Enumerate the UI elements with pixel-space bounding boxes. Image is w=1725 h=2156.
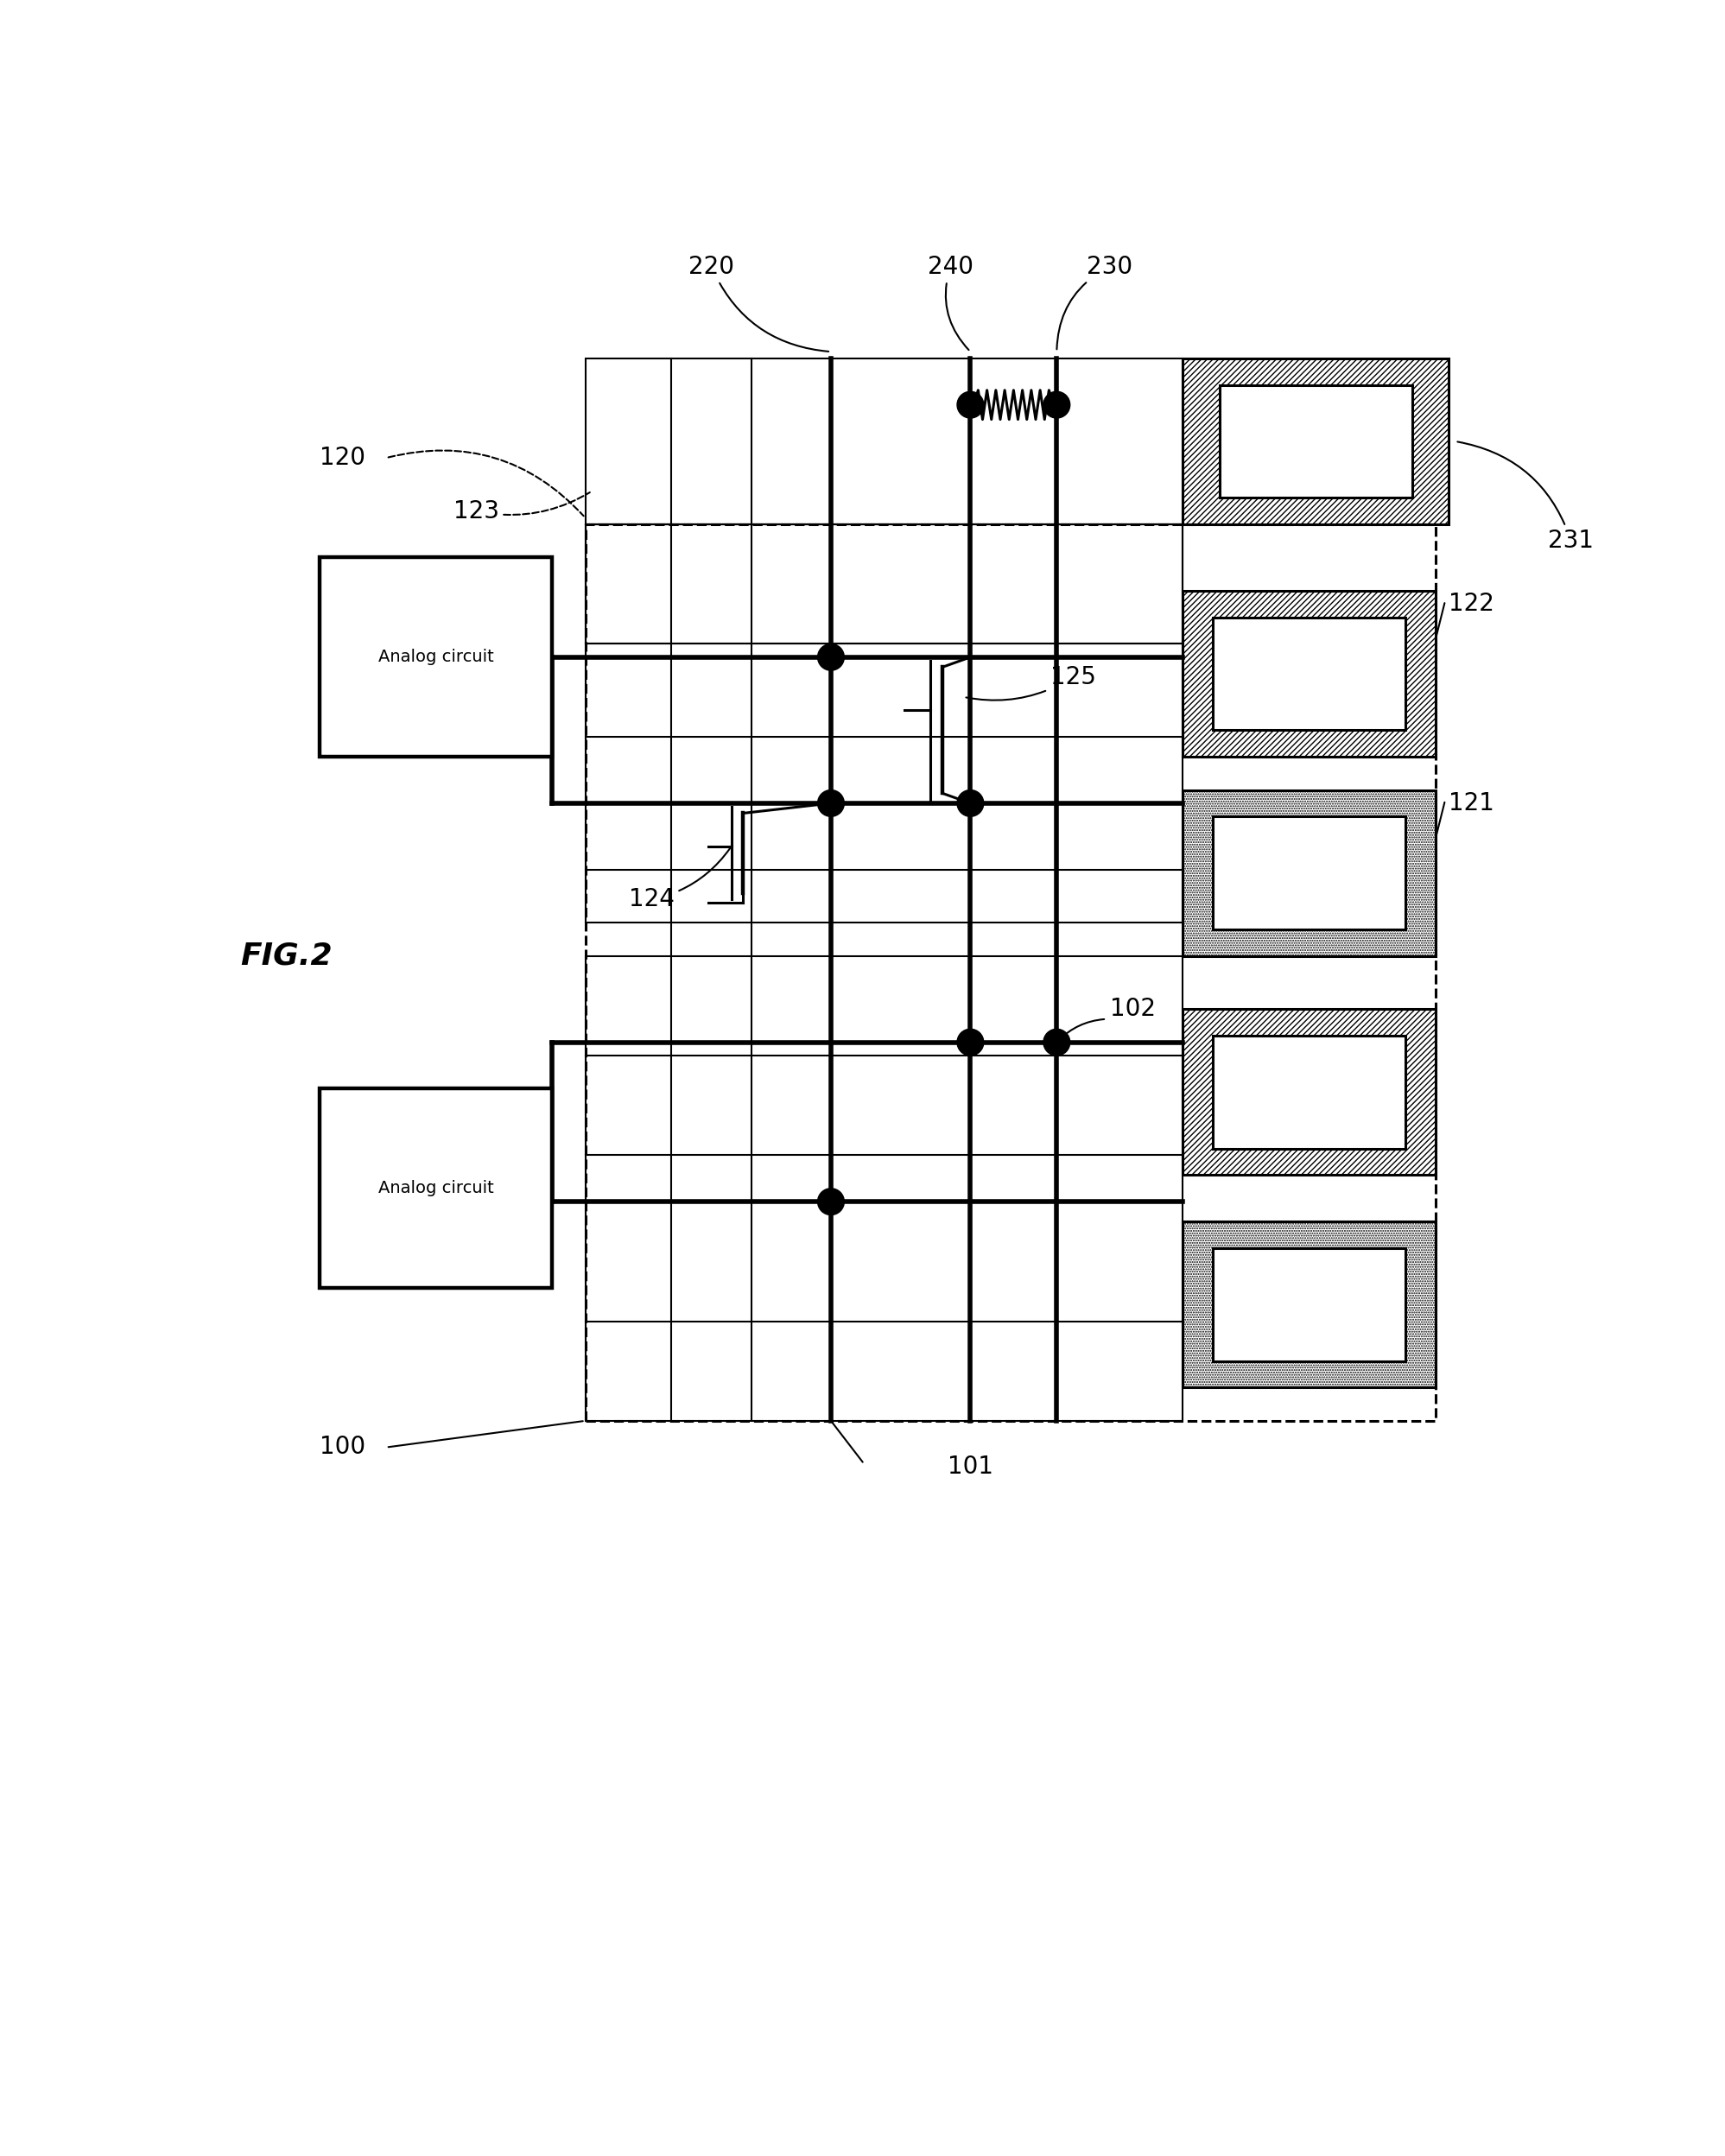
Bar: [585, 524, 1183, 645]
Text: 122: 122: [1449, 591, 1494, 617]
Circle shape: [818, 1188, 844, 1216]
Bar: [585, 955, 1183, 1421]
Bar: [1213, 1035, 1406, 1149]
Bar: [585, 524, 1435, 1421]
Text: 230: 230: [1057, 254, 1133, 349]
Bar: [585, 358, 1183, 524]
Bar: [1183, 1009, 1435, 1175]
Bar: [1183, 789, 1435, 955]
Circle shape: [957, 789, 983, 817]
Text: 124: 124: [630, 847, 730, 912]
Bar: [1213, 817, 1406, 929]
Bar: [1183, 591, 1435, 757]
Text: 121: 121: [1449, 791, 1494, 815]
Bar: [1213, 1248, 1406, 1360]
Text: 125: 125: [966, 664, 1095, 701]
Bar: [319, 1089, 552, 1287]
Bar: [1213, 617, 1406, 731]
Text: 220: 220: [688, 254, 828, 351]
Text: Analog circuit: Analog circuit: [378, 1179, 493, 1197]
Circle shape: [1044, 392, 1070, 418]
Bar: [319, 558, 552, 757]
Text: Analog circuit: Analog circuit: [378, 649, 493, 666]
Text: 240: 240: [928, 254, 973, 349]
Circle shape: [957, 1028, 983, 1056]
Bar: [1183, 358, 1449, 524]
Circle shape: [957, 392, 983, 418]
Text: 101: 101: [947, 1455, 994, 1479]
Text: FIG.2: FIG.2: [240, 942, 331, 970]
Bar: [585, 524, 1183, 923]
Text: 123: 123: [454, 492, 590, 524]
Text: 102: 102: [1109, 996, 1156, 1022]
Circle shape: [818, 789, 844, 817]
Circle shape: [818, 645, 844, 671]
Text: 120: 120: [319, 446, 366, 470]
Text: 100: 100: [319, 1436, 366, 1460]
Bar: [1183, 1222, 1435, 1388]
Bar: [1220, 386, 1413, 498]
Circle shape: [1044, 1028, 1070, 1056]
Text: 231: 231: [1458, 442, 1594, 554]
